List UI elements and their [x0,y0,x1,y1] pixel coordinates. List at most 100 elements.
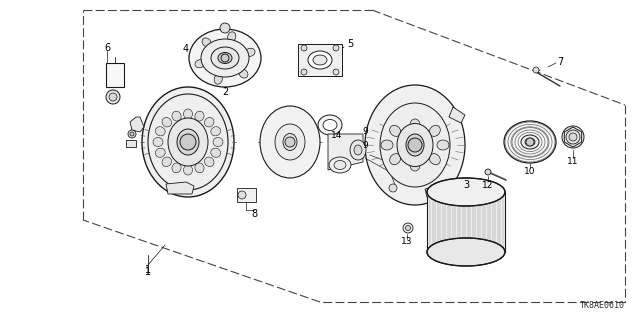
Ellipse shape [329,157,351,173]
Circle shape [403,223,413,233]
Ellipse shape [323,119,337,131]
Ellipse shape [218,52,232,63]
Ellipse shape [214,74,222,84]
Ellipse shape [156,127,165,136]
Ellipse shape [427,238,505,266]
Ellipse shape [525,138,535,146]
Ellipse shape [283,133,297,150]
Ellipse shape [142,87,234,197]
Circle shape [238,191,246,199]
Ellipse shape [177,129,199,155]
Ellipse shape [381,140,393,150]
Ellipse shape [189,29,261,87]
Circle shape [130,132,134,136]
Circle shape [180,134,196,150]
Ellipse shape [184,109,193,119]
Text: 1: 1 [145,265,151,275]
Polygon shape [237,188,256,202]
Ellipse shape [148,94,228,190]
Text: 9: 9 [362,140,368,149]
Circle shape [569,133,577,141]
Ellipse shape [239,69,248,78]
Ellipse shape [184,165,193,175]
Polygon shape [328,134,363,170]
Text: 13: 13 [401,237,413,246]
Text: 12: 12 [483,180,493,189]
Ellipse shape [213,138,223,147]
Ellipse shape [204,157,214,166]
Ellipse shape [410,159,420,171]
Ellipse shape [397,124,433,166]
Ellipse shape [275,124,305,160]
Ellipse shape [429,154,440,165]
Ellipse shape [308,51,332,69]
Ellipse shape [201,39,249,77]
Ellipse shape [168,118,208,166]
Polygon shape [126,140,136,147]
Circle shape [109,93,117,101]
Ellipse shape [334,161,346,170]
Text: 2: 2 [222,87,228,97]
Ellipse shape [410,119,420,131]
Ellipse shape [350,140,366,160]
Ellipse shape [195,60,205,68]
Ellipse shape [521,135,539,149]
Ellipse shape [318,115,342,135]
Ellipse shape [172,111,181,121]
Circle shape [406,226,410,230]
Text: 6: 6 [104,43,110,53]
Circle shape [389,184,397,192]
Circle shape [526,138,534,146]
Ellipse shape [211,148,221,157]
Polygon shape [298,44,342,76]
Ellipse shape [211,47,239,69]
Circle shape [285,137,295,147]
Circle shape [220,23,230,33]
Ellipse shape [504,121,556,163]
Text: 7: 7 [557,57,563,67]
Circle shape [562,126,584,148]
Ellipse shape [427,178,505,206]
Text: 10: 10 [524,167,536,177]
Circle shape [485,169,491,175]
Ellipse shape [437,140,449,150]
Ellipse shape [390,125,401,136]
Text: 4: 4 [183,44,189,54]
Text: 8: 8 [251,209,257,219]
Text: 9: 9 [362,127,368,137]
Text: 5: 5 [347,39,353,49]
Ellipse shape [429,125,440,136]
Polygon shape [425,185,445,197]
Ellipse shape [195,163,204,173]
Ellipse shape [228,32,236,42]
Ellipse shape [195,111,204,121]
Polygon shape [564,127,582,147]
Circle shape [533,67,539,73]
Circle shape [301,69,307,75]
Ellipse shape [354,145,362,155]
Circle shape [128,130,136,138]
Circle shape [221,54,229,62]
Ellipse shape [380,103,450,187]
Ellipse shape [204,117,214,127]
Text: 14: 14 [332,131,342,140]
Ellipse shape [162,157,172,166]
Ellipse shape [162,117,172,127]
Text: 11: 11 [567,157,579,166]
Circle shape [301,45,307,51]
Circle shape [333,45,339,51]
Ellipse shape [245,48,255,56]
Bar [106,63,124,87]
Circle shape [106,90,120,104]
Ellipse shape [172,163,181,173]
Text: 3: 3 [463,180,469,190]
Ellipse shape [390,154,401,165]
Text: 1: 1 [145,267,151,277]
Ellipse shape [406,134,424,156]
Ellipse shape [153,138,163,147]
Circle shape [408,138,422,152]
Ellipse shape [313,55,327,65]
Ellipse shape [365,85,465,205]
Polygon shape [130,117,144,132]
Polygon shape [427,192,505,252]
